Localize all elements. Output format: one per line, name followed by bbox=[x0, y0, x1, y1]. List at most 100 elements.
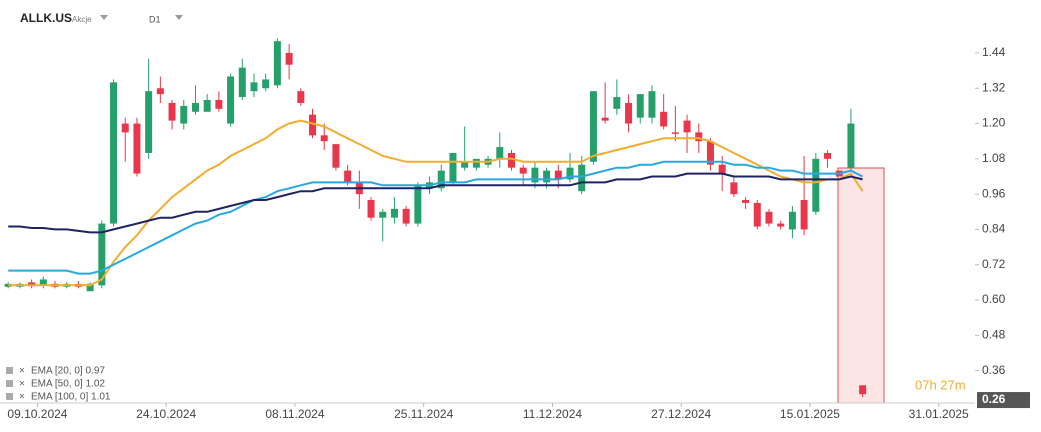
candle-body bbox=[437, 170, 445, 189]
last-price-label: 0.26 bbox=[982, 392, 1006, 406]
candle-body bbox=[847, 123, 855, 168]
candle-body bbox=[250, 82, 258, 92]
candle-body bbox=[332, 144, 340, 168]
candle-body bbox=[554, 170, 562, 180]
legend-x: × bbox=[19, 366, 25, 377]
candle-body bbox=[625, 102, 633, 124]
x-tick-label: 11.12.2024 bbox=[523, 407, 582, 421]
candle-body bbox=[262, 79, 270, 89]
ema-line bbox=[8, 160, 864, 275]
y-tick-label: 1.20 bbox=[982, 116, 1006, 130]
candle-body bbox=[414, 185, 422, 224]
candle-body bbox=[613, 97, 621, 109]
y-tick-label: 0.72 bbox=[982, 257, 1006, 271]
candle-body bbox=[390, 208, 398, 218]
candle-body bbox=[531, 167, 539, 183]
candle-body bbox=[472, 158, 480, 168]
candle-body bbox=[636, 94, 644, 118]
candle-body bbox=[320, 135, 328, 142]
candle-body bbox=[648, 91, 656, 118]
symbol-dropdown[interactable] bbox=[100, 15, 108, 20]
candle-body bbox=[133, 123, 141, 174]
candle-body bbox=[660, 111, 668, 127]
candle-body bbox=[379, 211, 387, 218]
candle-body bbox=[859, 385, 867, 395]
candle-body bbox=[449, 152, 457, 183]
x-tick-label: 25.11.2024 bbox=[394, 407, 453, 421]
legend-close: EMA [50, 0] 1.02 bbox=[31, 379, 105, 390]
candle-body bbox=[800, 200, 808, 230]
x-tick-label: 09.10.2024 bbox=[7, 407, 67, 421]
candle-body bbox=[812, 158, 820, 212]
y-tick-label: 0.48 bbox=[982, 328, 1006, 342]
interval[interactable]: D1 bbox=[149, 14, 161, 24]
candle-body bbox=[824, 152, 832, 159]
legend-x: × bbox=[19, 392, 25, 403]
candle-body bbox=[180, 105, 188, 124]
x-tick-label: 15.01.2025 bbox=[780, 407, 840, 421]
candle-body bbox=[753, 202, 761, 227]
y-tick-label: 0.36 bbox=[982, 363, 1006, 377]
legend-icon bbox=[6, 367, 13, 374]
candle-body bbox=[601, 117, 609, 121]
candle-body bbox=[683, 120, 691, 133]
candle-body bbox=[309, 114, 317, 136]
candle-body bbox=[191, 102, 199, 112]
last-price-box bbox=[977, 392, 1030, 409]
candle-body bbox=[695, 132, 703, 142]
candle-body bbox=[578, 164, 586, 192]
candle-body bbox=[86, 283, 94, 292]
candle-body bbox=[168, 102, 176, 121]
candle-body bbox=[777, 223, 785, 227]
candle-body bbox=[121, 123, 129, 133]
legend-icon bbox=[6, 380, 13, 387]
candle-body bbox=[238, 67, 246, 98]
candle-body bbox=[566, 167, 574, 180]
candle-body bbox=[765, 211, 773, 224]
x-tick-label: 31.01.2025 bbox=[909, 407, 969, 421]
candle-body bbox=[706, 141, 714, 165]
ema-line bbox=[8, 119, 864, 287]
candle-body bbox=[543, 170, 551, 183]
candle-body bbox=[519, 167, 527, 174]
candle-body bbox=[496, 147, 504, 159]
candle-body bbox=[730, 182, 738, 195]
legend-x: × bbox=[19, 379, 25, 390]
candle-body bbox=[98, 223, 106, 286]
x-tick-label: 27.12.2024 bbox=[651, 407, 711, 421]
interval-dropdown[interactable] bbox=[175, 15, 183, 20]
candle-body bbox=[203, 100, 211, 112]
candle-body bbox=[227, 76, 235, 124]
y-tick-label: 0.60 bbox=[982, 292, 1006, 306]
candle-body bbox=[367, 200, 375, 218]
candle-body bbox=[273, 41, 281, 86]
legend-icon bbox=[6, 393, 13, 400]
candle-body bbox=[4, 283, 12, 287]
candle-body bbox=[671, 132, 679, 134]
candle-body bbox=[461, 161, 469, 168]
candle-body bbox=[145, 91, 153, 153]
countdown: 07h 27m bbox=[915, 377, 966, 392]
candle-body bbox=[285, 52, 293, 65]
legend-close: EMA [100, 0] 1.01 bbox=[31, 392, 111, 403]
y-tick-label: 1.08 bbox=[982, 151, 1006, 165]
candle-body bbox=[215, 100, 223, 109]
candle-body bbox=[589, 91, 597, 162]
candle-body bbox=[156, 88, 164, 95]
candle-body bbox=[742, 200, 750, 203]
candle-body bbox=[718, 164, 726, 174]
candle-body bbox=[110, 82, 118, 224]
market: Akcje bbox=[72, 15, 92, 24]
x-tick-label: 08.11.2024 bbox=[265, 407, 324, 421]
y-tick-label: 1.44 bbox=[982, 45, 1006, 59]
x-tick-label: 24.10.2024 bbox=[136, 407, 196, 421]
y-tick-label: 1.32 bbox=[982, 80, 1006, 94]
candle-body bbox=[344, 170, 352, 183]
symbol: ALLK.US bbox=[20, 11, 72, 25]
candle-body bbox=[402, 208, 410, 224]
ema-line bbox=[8, 172, 863, 234]
candle-body bbox=[297, 91, 305, 103]
candle-body bbox=[788, 211, 796, 230]
candle-body bbox=[507, 152, 515, 168]
